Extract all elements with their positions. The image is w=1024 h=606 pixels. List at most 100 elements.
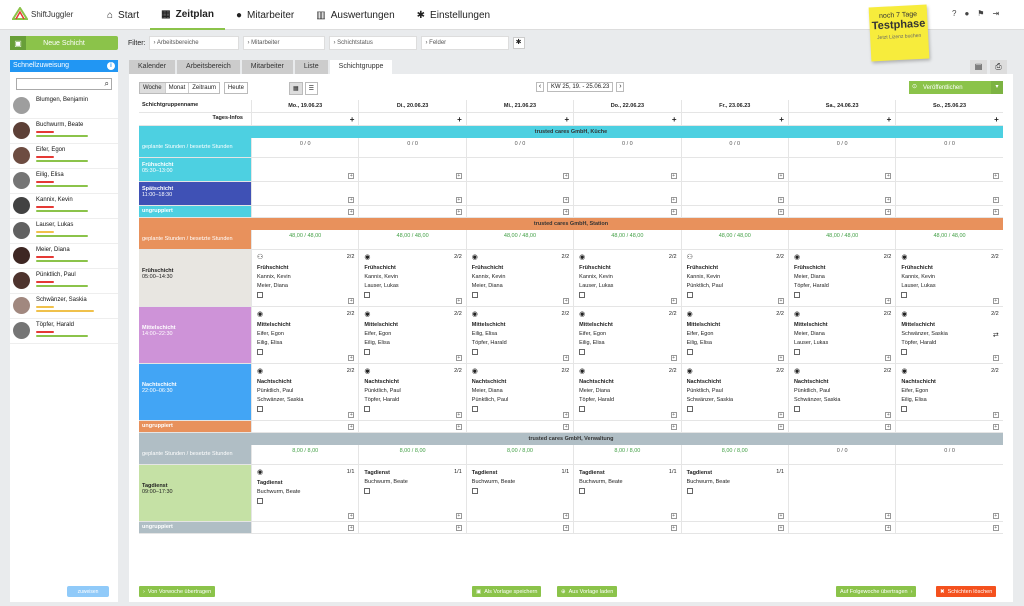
add-shift-icon[interactable]: + <box>348 197 355 203</box>
shift-checkbox[interactable] <box>901 349 908 355</box>
shift-card[interactable]: ◉ 2/2 Mittelschicht Schwänzer, Saskia Töpfer… <box>896 307 1002 358</box>
shift-checkbox[interactable] <box>579 406 586 412</box>
shift-checkbox[interactable] <box>364 406 371 412</box>
account-icon[interactable]: ● <box>964 9 970 18</box>
view-mode-woche[interactable]: Woche <box>140 83 166 93</box>
add-shift-icon[interactable]: + <box>992 525 999 531</box>
add-shift-icon[interactable]: + <box>670 412 677 418</box>
add-shift-icon[interactable]: + <box>885 424 892 430</box>
tab-liste[interactable]: Liste <box>294 60 328 74</box>
employee-item[interactable]: Eilig, Elisa <box>10 169 118 194</box>
shift-card[interactable]: ⚇ 2/2 Frühschicht Kannix, Kevin Meier, Diana <box>252 250 358 301</box>
add-shift-icon[interactable]: + <box>455 173 462 179</box>
add-day-info-icon[interactable]: + <box>457 115 462 124</box>
filter-settings-icon[interactable]: ✱ <box>512 37 525 49</box>
add-shift-icon[interactable]: + <box>670 513 677 519</box>
employee-item[interactable]: Kannix, Kevin <box>10 194 118 219</box>
shift-card[interactable]: 1/1 Tagdienst Buchwurm, Beate <box>682 465 788 497</box>
shift-group-label[interactable]: Spätschicht 11:00–18:30 <box>139 182 251 205</box>
shift-checkbox[interactable] <box>579 349 586 355</box>
add-shift-icon[interactable]: + <box>777 424 784 430</box>
shift-checkbox[interactable] <box>901 292 908 298</box>
nav-einstellungen[interactable]: ✱ Einstellungen <box>406 0 501 30</box>
list-view-icon[interactable]: ☰ <box>304 82 319 95</box>
add-day-info-icon[interactable]: + <box>779 115 784 124</box>
add-shift-icon[interactable]: + <box>992 209 999 215</box>
shift-card[interactable]: 1/1 Tagdienst Buchwurm, Beate <box>359 465 465 497</box>
publish-button[interactable]: ⊙ Veröffentlichen ▾ <box>909 81 1003 94</box>
filter-2[interactable]: › Schichtstatus <box>328 36 417 50</box>
nav-mitarbeiter[interactable]: ● Mitarbeiter <box>225 0 305 30</box>
employee-item[interactable]: Buchwurm, Beate <box>10 119 118 144</box>
trial-sticky-note[interactable]: noch 7 Tage Testphase Jetzt Lizenz buche… <box>868 4 930 62</box>
new-shift-button[interactable]: ▣ Neue Schicht <box>10 36 118 50</box>
shift-checkbox[interactable] <box>579 488 586 494</box>
add-shift-icon[interactable]: + <box>563 209 570 215</box>
shift-checkbox[interactable] <box>793 406 800 412</box>
add-shift-icon[interactable]: + <box>777 355 784 361</box>
add-shift-icon[interactable]: + <box>455 209 462 215</box>
shift-checkbox[interactable] <box>257 292 263 298</box>
add-day-info-icon[interactable]: + <box>671 115 677 124</box>
add-shift-icon[interactable]: + <box>992 355 999 361</box>
prev-week-icon[interactable]: ‹ <box>536 82 544 92</box>
add-shift-icon[interactable]: + <box>563 412 570 418</box>
shift-checkbox[interactable] <box>471 292 478 298</box>
add-shift-icon[interactable]: + <box>348 209 355 215</box>
nav-start[interactable]: ⌂ Start <box>96 0 150 30</box>
shift-card[interactable]: ◉ 2/2 Nachtschicht Pünktlich, Paul Schwänzer… <box>682 364 788 415</box>
add-shift-icon[interactable]: + <box>885 197 892 203</box>
shift-checkbox[interactable] <box>364 488 371 494</box>
shift-checkbox[interactable] <box>364 292 371 298</box>
add-shift-icon[interactable]: + <box>777 412 784 418</box>
add-shift-icon[interactable]: + <box>670 355 677 361</box>
add-shift-icon[interactable]: + <box>563 525 570 531</box>
shift-checkbox[interactable] <box>257 498 263 504</box>
add-shift-icon[interactable]: + <box>992 424 999 430</box>
add-shift-icon[interactable]: + <box>992 197 999 203</box>
add-shift-icon[interactable]: + <box>348 412 355 418</box>
add-shift-icon[interactable]: + <box>348 355 355 361</box>
add-shift-icon[interactable]: + <box>777 209 784 215</box>
shift-card[interactable]: ◉ 2/2 Frühschicht Kannix, Kevin Meier, Diana <box>467 250 573 301</box>
add-shift-icon[interactable]: + <box>885 298 892 304</box>
shift-group-label[interactable]: Mittelschicht 14:00–22:30 <box>139 307 251 363</box>
add-shift-icon[interactable]: + <box>348 525 355 531</box>
info-icon[interactable]: i <box>107 62 115 70</box>
shift-card[interactable]: ⚇ 2/2 Frühschicht Kannix, Kevin Pünktlich, P… <box>682 250 788 301</box>
add-shift-icon[interactable]: + <box>777 298 784 304</box>
assign-button[interactable]: zuweisen <box>67 586 109 597</box>
shift-card[interactable]: ◉ 2/2 Mittelschicht Eifer, Egon Eilig, Elisa <box>574 307 680 358</box>
add-shift-icon[interactable]: + <box>670 298 677 304</box>
shift-group-label[interactable]: Nachtschicht 22:00–06:30 <box>139 364 251 420</box>
shift-checkbox[interactable] <box>579 292 586 298</box>
add-shift-icon[interactable]: + <box>455 424 462 430</box>
swap-icon[interactable]: ⇄ <box>992 332 999 339</box>
shift-checkbox[interactable] <box>257 349 263 355</box>
shift-checkbox[interactable] <box>686 406 693 412</box>
add-shift-icon[interactable]: + <box>885 209 892 215</box>
shift-card[interactable]: ◉ 1/1 Tagdienst Buchwurm, Beate <box>252 465 358 507</box>
shift-card[interactable]: 1/1 Tagdienst Buchwurm, Beate <box>467 465 573 497</box>
employee-item[interactable]: Eifer, Egon <box>10 144 118 169</box>
shift-card[interactable]: ◉ 2/2 Frühschicht Meier, Diana Töpfer, Haral… <box>789 250 895 301</box>
shift-checkbox[interactable] <box>793 349 800 355</box>
add-shift-icon[interactable]: + <box>670 525 677 531</box>
shift-checkbox[interactable] <box>686 488 693 494</box>
load-template-button[interactable]: ⊕ Aus Vorlage laden <box>557 586 618 597</box>
add-day-info-icon[interactable]: + <box>564 115 570 124</box>
ungrouped-label[interactable]: ungruppiert <box>139 522 251 533</box>
add-shift-icon[interactable]: + <box>885 173 892 179</box>
add-shift-icon[interactable]: + <box>563 298 570 304</box>
shift-group-label[interactable]: Frühschicht 05:00–14:30 <box>139 250 251 306</box>
employee-item[interactable]: Pünktlich, Paul <box>10 269 118 294</box>
shift-card[interactable]: ◉ 2/2 Mittelschicht Meier, Diana Lauser, Luk… <box>789 307 895 358</box>
shift-group-label[interactable]: Tagdienst 09:00–17:30 <box>139 465 251 521</box>
delete-shifts-button[interactable]: ✖ Schichten löschen <box>936 586 997 597</box>
add-shift-icon[interactable]: + <box>563 513 570 519</box>
shift-checkbox[interactable] <box>686 292 693 298</box>
add-shift-icon[interactable]: + <box>885 513 892 519</box>
chevron-down-icon[interactable]: ▾ <box>991 81 1003 94</box>
add-shift-icon[interactable]: + <box>348 298 355 304</box>
view-mode-zeitraum[interactable]: Zeitraum <box>189 83 219 93</box>
